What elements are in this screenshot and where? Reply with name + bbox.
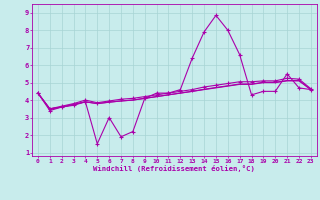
X-axis label: Windchill (Refroidissement éolien,°C): Windchill (Refroidissement éolien,°C): [93, 165, 255, 172]
